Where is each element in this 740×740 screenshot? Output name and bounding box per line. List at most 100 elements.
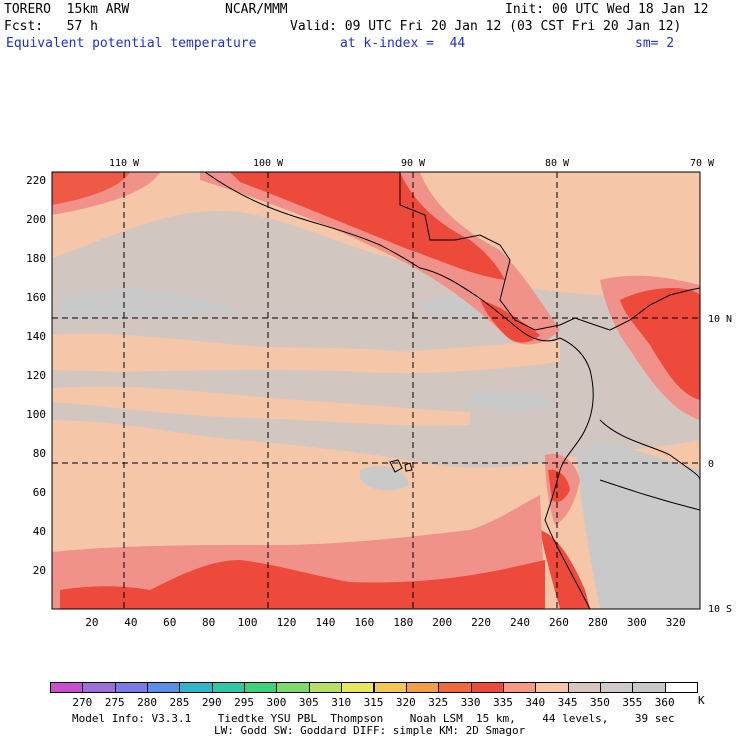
graticule <box>52 172 700 609</box>
colorbar-label: 285 <box>169 696 190 709</box>
colorbar-swatch <box>114 682 149 693</box>
colorbar-swatch <box>82 682 116 693</box>
lon-label: 110 W <box>109 158 140 169</box>
lon-label: 70 W <box>690 158 715 169</box>
colorbar-swatch <box>147 682 181 693</box>
x-tick-label: 80 <box>202 616 215 629</box>
coastline-mexico <box>204 172 421 269</box>
init-time: Init: 00 UTC Wed 18 Jan 12 <box>505 2 709 17</box>
colorbar-swatch <box>308 682 343 693</box>
colorbar-label: 350 <box>590 696 610 709</box>
colorbar-label: 290 <box>201 696 222 709</box>
lon-label: 100 W <box>253 158 284 169</box>
x-tick-label: 260 <box>549 616 569 629</box>
colorbar-label: 280 <box>137 696 157 709</box>
colorbar-swatch <box>50 682 84 693</box>
colorbar-label: 360 <box>654 696 675 709</box>
border-interior-south <box>599 479 700 511</box>
longitude-labels: 110 W 100 W 90 W 80 W 70 W <box>109 158 715 169</box>
y-tick-label: 180 <box>26 252 46 265</box>
x-tick-label: 240 <box>510 616 530 629</box>
forecast-hour: Fcst: 57 h <box>4 19 98 34</box>
lat-label: 0 <box>708 459 714 470</box>
coastline-northern-south-america <box>609 287 700 331</box>
coastline-colombia-pacific <box>544 337 594 609</box>
colorbar-swatch <box>502 682 537 693</box>
y-tick-label: 120 <box>26 369 46 382</box>
field-hot-northwest <box>52 172 130 205</box>
colorbar-label: 300 <box>266 696 287 709</box>
coastlines <box>204 172 700 609</box>
y-tick-label: 200 <box>26 213 46 226</box>
x-tick-label: 40 <box>124 616 137 629</box>
colorbar-swatch <box>599 682 634 693</box>
field-patch-355-south <box>470 390 560 412</box>
colorbar-swatch <box>664 682 698 693</box>
colorbar-swatch <box>373 682 407 693</box>
x-tick-label: 320 <box>666 616 686 629</box>
colorbar-swatch <box>179 682 213 693</box>
field-patch-355-north <box>60 289 240 319</box>
lon-label: 80 W <box>545 158 570 169</box>
colorbar-swatch <box>244 682 278 693</box>
colorbar-swatch <box>535 682 569 693</box>
shaded-field <box>52 172 700 609</box>
y-tick-label: 220 <box>26 174 46 187</box>
colorbar-swatch <box>567 682 601 693</box>
field-warm-central-america <box>200 172 560 345</box>
x-tick-label: 120 <box>277 616 297 629</box>
colorbar-swatch <box>405 682 440 693</box>
colorbar-label: 325 <box>428 696 449 709</box>
colorbar-swatch <box>470 682 504 693</box>
x-tick-labels: 20 40 60 80 100 120 140 160 180 200 220 240 260 280 30… <box>85 616 685 629</box>
border-interior-north <box>599 419 700 481</box>
colorbar-swatch <box>632 682 666 693</box>
x-tick-label: 60 <box>163 616 176 629</box>
colorbar-label: 275 <box>104 696 125 709</box>
colorbar-label: 340 <box>525 696 546 709</box>
x-tick-label: 160 <box>354 616 374 629</box>
coastline-central-america <box>419 267 561 342</box>
colorbar-swatch <box>211 682 246 693</box>
colorbar-label: 355 <box>622 696 643 709</box>
colorbar-label: 305 <box>298 696 319 709</box>
field-hot-central-america <box>230 172 505 280</box>
colorbar-swatch <box>276 682 310 693</box>
physics-info: LW: Godd SW: Goddard DIFF: simple KM: 2D… <box>214 724 526 737</box>
x-tick-label: 20 <box>85 616 98 629</box>
colorbar-unit: K <box>698 694 705 707</box>
colorbar-label: 295 <box>234 696 255 709</box>
model-info: Model Info: V3.3.1 Tiedtke YSU PBL Thomp… <box>72 712 675 725</box>
x-tick-label: 180 <box>393 616 413 629</box>
valid-time: Valid: 09 UTC Fri 20 Jan 12 (03 CST Fri … <box>290 19 682 34</box>
latitude-labels: 10 N 0 10 S <box>708 314 732 615</box>
colorbar-label: 320 <box>395 696 416 709</box>
field-hot-peru-coast <box>540 530 590 609</box>
x-tick-label: 200 <box>432 616 452 629</box>
colorbar-label: 315 <box>363 696 384 709</box>
field-band-345-central <box>52 386 470 426</box>
equivalent-potential-temperature-map: 110 W 100 W 90 W 80 W 70 W 10 N 0 10 S 2… <box>26 158 732 629</box>
field-band-345-north <box>52 333 560 374</box>
colorbar-swatch <box>341 682 375 693</box>
colorbar-label: 330 <box>460 696 481 709</box>
lon-label: 90 W <box>401 158 426 169</box>
coastline-caribbean-side <box>399 172 611 331</box>
x-tick-label: 280 <box>588 616 608 629</box>
colorbar-label: 270 <box>72 696 93 709</box>
colorbar-swatch <box>438 682 472 693</box>
field-name: Equivalent potential temperature <box>6 36 257 51</box>
field-mid-andes <box>559 360 600 448</box>
colorbar-label: 310 <box>331 696 352 709</box>
y-tick-label: 20 <box>33 564 46 577</box>
lat-label: 10 N <box>708 314 732 325</box>
x-tick-label: 140 <box>315 616 335 629</box>
field-hot-northeast <box>620 288 700 400</box>
y-tick-label: 80 <box>33 447 46 460</box>
level-label: at k-index = 44 <box>340 36 466 51</box>
field-patch-355-offshore <box>360 465 410 491</box>
x-tick-label: 220 <box>471 616 491 629</box>
y-tick-label: 160 <box>26 291 46 304</box>
colorbar-label: 345 <box>557 696 578 709</box>
colorbar-label: 335 <box>492 696 513 709</box>
